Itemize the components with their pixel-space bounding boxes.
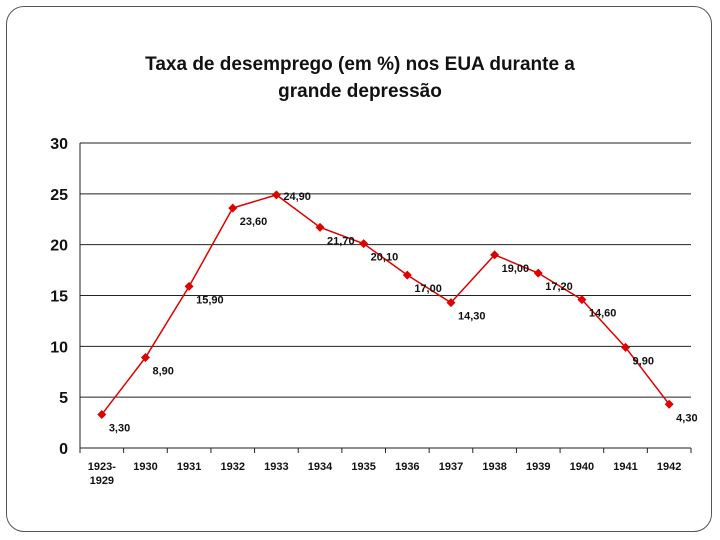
data-label-10: 17,20 bbox=[545, 281, 573, 293]
data-label-4: 24,90 bbox=[283, 191, 311, 203]
data-label-8: 14,30 bbox=[458, 311, 486, 323]
data-point-3 bbox=[228, 203, 238, 213]
chart-title-line-1: Taxa de desemprego (em %) nos EUA durant… bbox=[145, 54, 575, 75]
data-label-7: 17,00 bbox=[414, 283, 442, 295]
data-label-9: 19,00 bbox=[502, 263, 530, 275]
data-point-5 bbox=[315, 222, 325, 232]
x-tick-label-1941: 1941 bbox=[613, 461, 637, 473]
y-tick-label-0: 0 bbox=[59, 441, 68, 458]
data-point-2 bbox=[184, 281, 194, 291]
data-point-10 bbox=[533, 268, 543, 278]
data-point-13 bbox=[664, 399, 674, 409]
x-tick-label-1934: 1934 bbox=[308, 461, 333, 473]
y-tick-label-20: 20 bbox=[50, 238, 68, 255]
data-label-13: 4,30 bbox=[676, 412, 697, 424]
y-tick-label-5: 5 bbox=[59, 390, 68, 407]
data-label-12: 9,90 bbox=[633, 355, 654, 367]
y-tick-label-30: 30 bbox=[50, 136, 68, 153]
data-point-8 bbox=[446, 298, 456, 308]
slide-frame bbox=[6, 6, 712, 532]
x-tick-label-1932: 1932 bbox=[221, 461, 245, 473]
y-tick-label-25: 25 bbox=[50, 187, 68, 204]
x-tick-label-1938: 1938 bbox=[482, 461, 506, 473]
x-tick-label-1942: 1942 bbox=[657, 461, 681, 473]
y-tick-label-10: 10 bbox=[50, 339, 68, 356]
data-label-3: 23,60 bbox=[240, 216, 268, 228]
x-tick-label-1937: 1937 bbox=[439, 461, 463, 473]
x-tick-label-1930: 1930 bbox=[133, 461, 157, 473]
data-point-4 bbox=[271, 190, 281, 200]
data-point-11 bbox=[577, 295, 587, 305]
x-tick-label-1923-1929: 1923-1929 bbox=[88, 461, 116, 487]
data-label-6: 20,10 bbox=[371, 252, 399, 264]
x-tick-label-1933: 1933 bbox=[264, 461, 288, 473]
x-tick-label-1939: 1939 bbox=[526, 461, 550, 473]
data-label-1: 8,90 bbox=[152, 366, 173, 378]
series-line bbox=[101, 194, 670, 415]
data-point-6 bbox=[359, 239, 369, 249]
x-tick-label-1940: 1940 bbox=[570, 461, 594, 473]
data-point-0 bbox=[97, 409, 107, 419]
x-tick-label-1936: 1936 bbox=[395, 461, 419, 473]
chart-title-line-2: grande depressão bbox=[278, 81, 442, 102]
data-point-7 bbox=[402, 270, 412, 280]
data-point-9 bbox=[490, 250, 500, 260]
data-label-2: 15,90 bbox=[196, 294, 224, 306]
x-tick-label-1935: 1935 bbox=[351, 461, 375, 473]
data-point-1 bbox=[140, 353, 150, 363]
data-label-5: 21,70 bbox=[327, 235, 355, 247]
data-label-0: 3,30 bbox=[109, 422, 130, 434]
x-tick-label-1931: 1931 bbox=[177, 461, 201, 473]
data-label-11: 14,60 bbox=[589, 308, 617, 320]
y-tick-label-15: 15 bbox=[50, 289, 68, 306]
data-point-12 bbox=[621, 342, 631, 352]
